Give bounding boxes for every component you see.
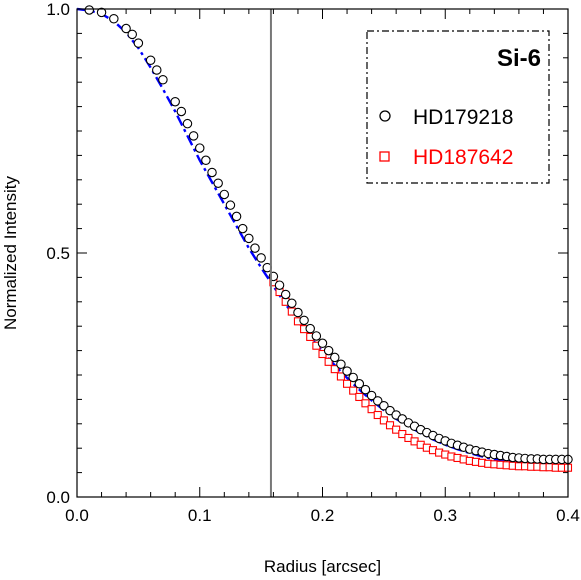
point-hd179218 — [158, 75, 168, 85]
point-hd179218 — [133, 38, 144, 48]
point-hd179218 — [244, 233, 254, 244]
legend: Si-6 HD179218 HD187642 — [366, 30, 550, 184]
point-hd179218 — [237, 223, 248, 234]
point-hd179218 — [311, 331, 322, 341]
point-hd179218 — [336, 359, 346, 370]
point-hd187642 — [379, 416, 388, 425]
point-hd179218 — [366, 390, 377, 401]
point-hd179218 — [379, 400, 389, 411]
point-hd179218 — [170, 96, 180, 107]
point-hd187642 — [330, 365, 339, 374]
point-hd179218 — [256, 253, 266, 263]
point-hd179218 — [305, 323, 315, 334]
point-hd179218 — [195, 143, 205, 153]
legend-box — [366, 30, 550, 184]
point-hd187642 — [324, 357, 333, 366]
point-hd179218 — [354, 379, 365, 389]
point-hd187642 — [373, 410, 382, 420]
point-hd179218 — [145, 55, 156, 65]
point-hd179218 — [330, 352, 340, 363]
point-hd179218 — [109, 14, 119, 24]
point-hd179218 — [323, 345, 334, 356]
x-tick-label: 0.3 — [433, 506, 457, 525]
point-hd187642 — [367, 405, 376, 414]
point-hd179218 — [231, 211, 242, 222]
legend-label-hd187642: HD187642 — [413, 146, 513, 169]
y-tick-label: 1.0 — [46, 0, 70, 19]
legend-marker-hd179218 — [379, 110, 391, 122]
point-hd179218 — [225, 200, 236, 210]
point-hd179218 — [219, 189, 230, 200]
point-hd179218 — [280, 289, 291, 300]
point-hd187642 — [342, 379, 352, 388]
point-hd179218 — [121, 23, 131, 34]
point-hd179218 — [342, 366, 352, 376]
point-hd179218 — [201, 155, 211, 166]
point-hd179218 — [348, 372, 358, 383]
point-hd179218 — [250, 243, 260, 253]
point-hd187642 — [355, 392, 364, 402]
x-tick-label: 0.0 — [65, 506, 89, 525]
data-points-layer — [84, 5, 573, 472]
x-tick-label: 0.4 — [556, 506, 580, 525]
point-hd179218 — [188, 131, 199, 141]
point-hd179218 — [293, 307, 303, 318]
point-hd187642 — [349, 386, 358, 395]
point-hd179218 — [152, 65, 162, 75]
point-hd179218 — [127, 29, 137, 40]
point-hd179218 — [299, 315, 309, 326]
point-hd179218 — [96, 7, 107, 18]
point-hd179218 — [372, 396, 383, 406]
point-hd187642 — [361, 399, 370, 408]
x-axis-title: Radius [arcsec] — [264, 557, 381, 576]
point-hd187642 — [385, 421, 395, 430]
point-hd179218 — [317, 338, 328, 349]
point-hd179218 — [84, 5, 95, 15]
legend-marker-hd187642 — [379, 151, 390, 162]
tick-labels: 0.0 0.1 0.2 0.3 0.4 0.0 0.5 1.0 — [46, 0, 579, 525]
legend-title: Si-6 — [497, 45, 541, 72]
point-hd179218 — [287, 298, 297, 309]
point-hd179218 — [176, 106, 187, 117]
point-hd187642 — [336, 372, 345, 381]
point-hd179218 — [274, 280, 285, 290]
y-tick-label: 0.0 — [46, 488, 70, 507]
point-hd179218 — [207, 167, 217, 178]
plot-area-frame — [76, 8, 569, 498]
point-hd179218 — [360, 384, 371, 395]
y-tick-label: 0.5 — [46, 244, 70, 263]
point-hd179218 — [213, 178, 223, 188]
point-hd179218 — [182, 118, 193, 129]
x-tick-label: 0.1 — [188, 506, 212, 525]
point-hd187642 — [392, 425, 401, 434]
legend-label-hd179218: HD179218 — [413, 106, 513, 129]
x-tick-label: 0.2 — [311, 506, 335, 525]
y-axis-title: Normalized Intensity — [1, 176, 20, 331]
